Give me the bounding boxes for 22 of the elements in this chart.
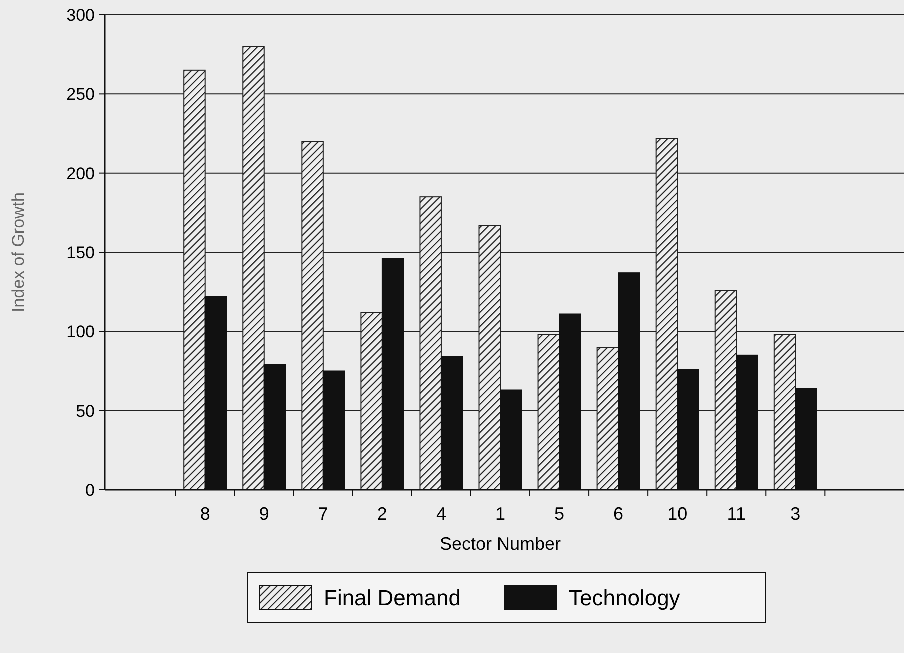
y-tick-label: 150 — [66, 243, 95, 262]
x-tick-label: 1 — [495, 504, 506, 524]
x-tick-label: 6 — [614, 504, 624, 524]
x-tick-label: 5 — [554, 504, 565, 524]
x-tick-label: 3 — [790, 504, 801, 524]
x-tick-label: 8 — [200, 504, 210, 524]
x-axis-title: Sector Number — [440, 534, 562, 554]
y-tick-label: 200 — [66, 164, 95, 184]
x-tick-label: 11 — [727, 504, 746, 524]
y-tick-label: 50 — [76, 402, 95, 421]
x-tick-label: 2 — [377, 504, 388, 524]
legend-label: Final Demand — [324, 586, 461, 611]
x-tick-label: 7 — [318, 504, 328, 524]
x-tick-label: 4 — [436, 504, 446, 524]
y-tick-label: 250 — [66, 85, 95, 104]
y-axis-title: Index of Growth — [9, 192, 28, 313]
y-tick-label: 0 — [86, 480, 95, 500]
y-tick-label: 300 — [66, 6, 95, 25]
x-tick-label: 9 — [259, 504, 270, 524]
legend-label: Technology — [569, 586, 680, 611]
x-tick-label: 10 — [668, 504, 688, 524]
y-tick-label: 100 — [66, 322, 95, 342]
